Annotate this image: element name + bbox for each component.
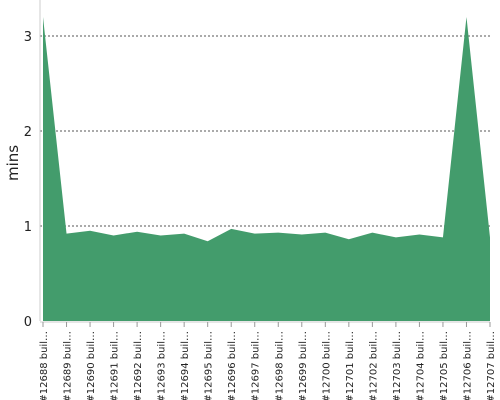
x-tick-label: #12705 buil… xyxy=(439,331,450,400)
x-tick-label: #12707 buil… xyxy=(486,331,497,400)
y-tick-label: 3 xyxy=(24,30,32,45)
y-tick-label: 1 xyxy=(24,220,32,235)
x-tick-label: #12692 buil… xyxy=(133,331,144,400)
x-tick-label: #12701 buil… xyxy=(345,331,356,400)
area xyxy=(43,17,490,321)
x-tick-label: #12699 buil… xyxy=(298,331,309,400)
x-tick-label: #12703 buil… xyxy=(392,331,403,400)
x-tick-label: #12704 buil… xyxy=(415,331,426,400)
y-tick-label: 0 xyxy=(24,315,32,330)
x-tick-label: #12696 buil… xyxy=(227,331,238,400)
x-tick-label: #12688 buil… xyxy=(39,331,50,400)
y-tick-label: 2 xyxy=(24,125,32,140)
x-tick-label: #12689 buil… xyxy=(63,331,74,400)
x-tick-label: #12700 buil… xyxy=(321,331,332,400)
x-tick-label: #12706 buil… xyxy=(462,331,473,400)
x-tick-label: #12702 buil… xyxy=(368,331,379,400)
x-tick-label: #12694 buil… xyxy=(180,331,191,400)
x-tick-label: #12691 buil… xyxy=(110,331,121,400)
x-tick-label: #12695 buil… xyxy=(204,331,215,400)
y-axis-label: mins xyxy=(4,145,22,181)
x-tick-label: #12698 buil… xyxy=(274,331,285,400)
x-tick-label: #12697 buil… xyxy=(251,331,262,400)
x-tick-label: #12693 buil… xyxy=(157,331,168,400)
x-tick-label: #12690 buil… xyxy=(86,331,97,400)
